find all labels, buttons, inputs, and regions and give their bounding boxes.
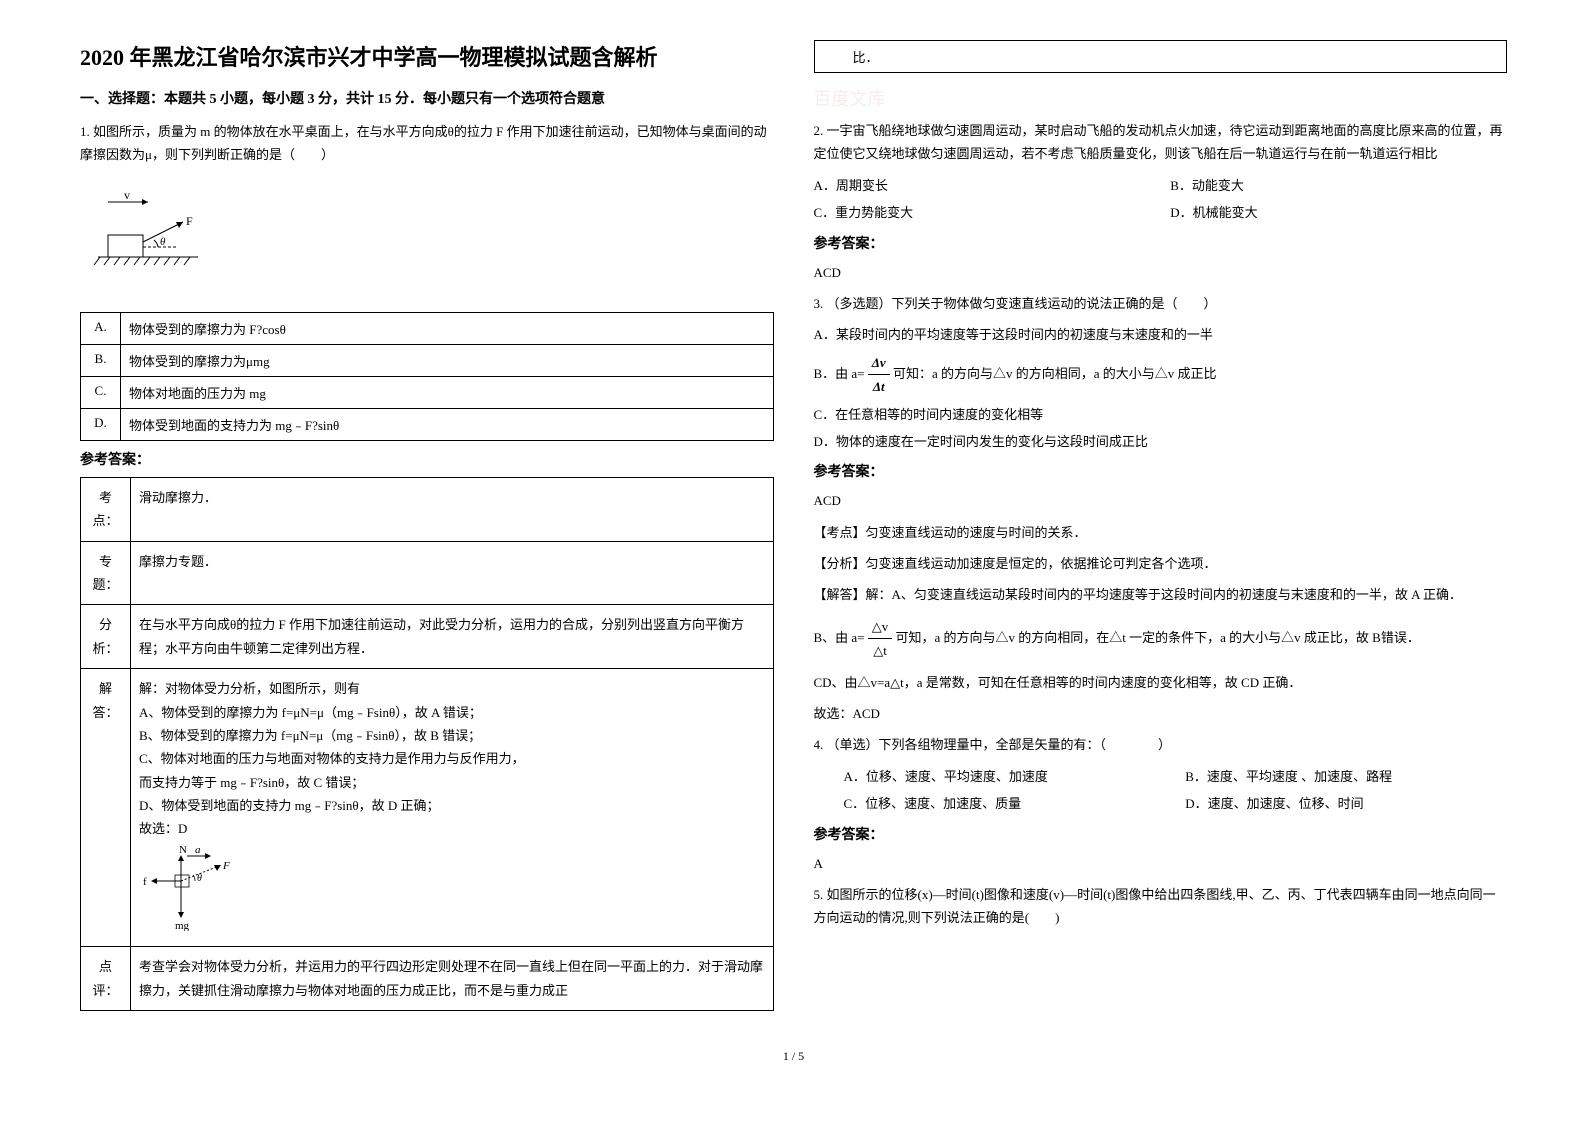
q3-option-b: B．由 a= Δv Δt 可知：a 的方向与△v 的方向相同，a 的大小与△v …: [814, 351, 1508, 399]
svg-text:N: N: [179, 844, 187, 856]
q3-option-a: A．某段时间内的平均速度等于这段时间内的初速度与末速度和的一半: [814, 323, 1508, 346]
jieda-line: C、物体对地面的压力与地面对物体的支持力是作用力与反作用力，: [139, 747, 765, 770]
jieda-line: B、物体受到的摩擦力为 f=μN=μ（mg﹣Fsinθ），故 B 错误；: [139, 724, 765, 747]
q4-answer: A: [814, 852, 1508, 875]
svg-text:F: F: [222, 860, 230, 872]
q1-diagram: v F θ: [80, 179, 774, 300]
answer-label: 参考答案：: [814, 461, 1508, 481]
svg-text:f: f: [143, 876, 147, 888]
jieda-line: A、物体受到的摩擦力为 f=μN=μ（mg﹣Fsinθ），故 A 错误；: [139, 701, 765, 724]
table-row: A. 物体受到的摩擦力为 F?cosθ: [81, 312, 774, 344]
question-5-text: 5. 如图所示的位移(x)—时间(t)图像和速度(v)—时间(t)图像中给出四条…: [814, 883, 1508, 930]
jieda-line: 故选：D: [139, 817, 765, 840]
table-row: D. 物体受到地面的支持力为 mg﹣F?sinθ: [81, 408, 774, 440]
document-title: 2020 年黑龙江省哈尔滨市兴才中学高一物理模拟试题含解析: [80, 40, 774, 72]
option-label: C.: [81, 376, 121, 408]
option-b-suffix: 可知：a 的方向与△v 的方向相同，a 的大小与△v 成正比: [893, 366, 1217, 381]
fraction-icon: △v △t: [868, 615, 893, 663]
fraction-den: Δt: [868, 375, 890, 398]
q3-jieda-final: 故选：ACD: [814, 702, 1508, 725]
row-content: 在与水平方向成θ的拉力 F 作用下加速往前运动，对此受力分析，运用力的合成，分别…: [131, 605, 774, 669]
option-label: D.: [81, 408, 121, 440]
fraction-den: △t: [868, 639, 893, 662]
q2-answer: ACD: [814, 261, 1508, 284]
question-4-text: 4. （单选）下列各组物理量中，全部是矢量的有：（ ）: [814, 733, 1508, 756]
svg-text:mg: mg: [175, 920, 190, 931]
option-text: 物体受到地面的支持力为 mg﹣F?sinθ: [121, 408, 774, 440]
answer-label: 参考答案：: [814, 824, 1508, 844]
option-b: B．速度、平均速度 、加速度、路程: [1185, 765, 1507, 788]
q3-kaodian: 【考点】匀变速直线运动的速度与时间的关系．: [814, 521, 1508, 544]
jieda-line: D、物体受到地面的支持力 mg﹣F?sinθ，故 D 正确；: [139, 794, 765, 817]
option-c: C．位移、速度、加速度、质量: [844, 792, 1166, 815]
option-c: C．重力势能变大: [814, 201, 1151, 224]
fraction-num: Δv: [868, 351, 890, 375]
section-heading: 一、选择题：本题共 5 小题，每小题 3 分，共计 15 分．每小题只有一个选项…: [80, 88, 774, 108]
q3-option-c: C．在任意相等的时间内速度的变化相等: [814, 403, 1508, 426]
jieda-b-a: a=: [851, 630, 864, 645]
jieda-line: 解：对物体受力分析，如图所示，则有: [139, 677, 765, 700]
q3-answer: ACD: [814, 489, 1508, 512]
option-label: A.: [81, 312, 121, 344]
table-row: C. 物体对地面的压力为 mg: [81, 376, 774, 408]
table-row: 专题： 摩擦力专题．: [81, 541, 774, 605]
right-column: 比． 百度文库 2. 一宇宙飞船绕地球做匀速圆周运动，某时启动飞船的发动机点火加…: [814, 40, 1508, 1019]
q3-option-d: D．物体的速度在一定时间内发生的变化与这段时间成正比: [814, 430, 1508, 453]
question-1-text: 1. 如图所示，质量为 m 的物体放在水平桌面上，在与水平方向成θ的拉力 F 作…: [80, 120, 774, 167]
option-a: A．周期变长: [814, 174, 1151, 197]
continuation-box: 比．: [814, 40, 1508, 73]
q3-jieda-cd: CD、由△v=a△t，a 是常数，可知在任意相等的时间内速度的变化相等，故 CD…: [814, 671, 1508, 694]
q4-options: A．位移、速度、平均速度、加速度 B．速度、平均速度 、加速度、路程 C．位移、…: [814, 765, 1508, 816]
incline-force-diagram: v F θ: [88, 187, 218, 287]
table-row: 分析： 在与水平方向成θ的拉力 F 作用下加速往前运动，对此受力分析，运用力的合…: [81, 605, 774, 669]
q1-options-table: A. 物体受到的摩擦力为 F?cosθ B. 物体受到的摩擦力为μmg C. 物…: [80, 312, 774, 441]
watermark: 百度文库: [814, 85, 1508, 111]
table-row: 点评： 考查学会对物体受力分析，并运用力的平行四边形定则处理不在同一直线上但在同…: [81, 947, 774, 1011]
q3-jieda-b: B、由 a= △v △t 可知，a 的方向与△v 的方向相同，在△t 一定的条件…: [814, 615, 1508, 663]
left-column: 2020 年黑龙江省哈尔滨市兴才中学高一物理模拟试题含解析 一、选择题：本题共 …: [80, 40, 774, 1019]
fraction-num: △v: [868, 615, 893, 639]
jieda-b-prefix: B、由: [814, 630, 849, 645]
question-3-text: 3. （多选题）下列关于物体做匀变速直线运动的说法正确的是（ ）: [814, 292, 1508, 315]
answer-label: 参考答案：: [814, 233, 1508, 253]
option-b: B．动能变大: [1170, 174, 1507, 197]
row-label: 解答：: [81, 669, 131, 947]
row-content: 摩擦力专题．: [131, 541, 774, 605]
q2-options: A．周期变长 B．动能变大 C．重力势能变大 D．机械能变大: [814, 174, 1508, 225]
option-d: D．速度、加速度、位移、时间: [1185, 792, 1507, 815]
option-text: 物体对地面的压力为 mg: [121, 376, 774, 408]
row-label: 专题：: [81, 541, 131, 605]
row-content: 滑动摩擦力．: [131, 477, 774, 541]
table-row: B. 物体受到的摩擦力为μmg: [81, 344, 774, 376]
free-body-diagram: N a F f θ: [139, 841, 239, 931]
q3-fenxi: 【分析】匀变速直线运动加速度是恒定的，依据推论可判定各个选项．: [814, 552, 1508, 575]
svg-text:θ: θ: [160, 236, 166, 248]
question-2-text: 2. 一宇宙飞船绕地球做匀速圆周运动，某时启动飞船的发动机点火加速，待它运动到距…: [814, 119, 1508, 166]
svg-text:θ: θ: [197, 873, 202, 884]
page-footer: 1 / 5: [80, 1049, 1507, 1064]
svg-text:v: v: [124, 188, 130, 202]
row-content: 考查学会对物体受力分析，并运用力的平行四边形定则处理不在同一直线上但在同一平面上…: [131, 947, 774, 1011]
fraction-icon: Δv Δt: [868, 351, 890, 399]
q3-jieda-a: 【解答】解：A、匀变速直线运动某段时间内的平均速度等于这段时间内的初速度与末速度…: [814, 583, 1508, 606]
answer-label: 参考答案：: [80, 449, 774, 469]
svg-text:a: a: [195, 844, 201, 856]
row-label: 考点：: [81, 477, 131, 541]
row-content: 解：对物体受力分析，如图所示，则有 A、物体受到的摩擦力为 f=μN=μ（mg﹣…: [131, 669, 774, 947]
option-text: 物体受到的摩擦力为 F?cosθ: [121, 312, 774, 344]
option-b-prefix: B．由 a=: [814, 366, 865, 381]
option-text: 物体受到的摩擦力为μmg: [121, 344, 774, 376]
row-label: 分析：: [81, 605, 131, 669]
continuation-text: 比．: [823, 50, 879, 65]
table-row: 解答： 解：对物体受力分析，如图所示，则有 A、物体受到的摩擦力为 f=μN=μ…: [81, 669, 774, 947]
option-d: D．机械能变大: [1170, 201, 1507, 224]
row-label: 点评：: [81, 947, 131, 1011]
option-a: A．位移、速度、平均速度、加速度: [844, 765, 1166, 788]
q1-analysis-table: 考点： 滑动摩擦力． 专题： 摩擦力专题． 分析： 在与水平方向成θ的拉力 F …: [80, 477, 774, 1011]
option-label: B.: [81, 344, 121, 376]
svg-text:F: F: [186, 214, 193, 228]
table-row: 考点： 滑动摩擦力．: [81, 477, 774, 541]
jieda-b-suffix: 可知，a 的方向与△v 的方向相同，在△t 一定的条件下，a 的大小与△v 成正…: [896, 630, 1420, 645]
jieda-line: 而支持力等于 mg﹣F?sinθ，故 C 错误；: [139, 771, 765, 794]
